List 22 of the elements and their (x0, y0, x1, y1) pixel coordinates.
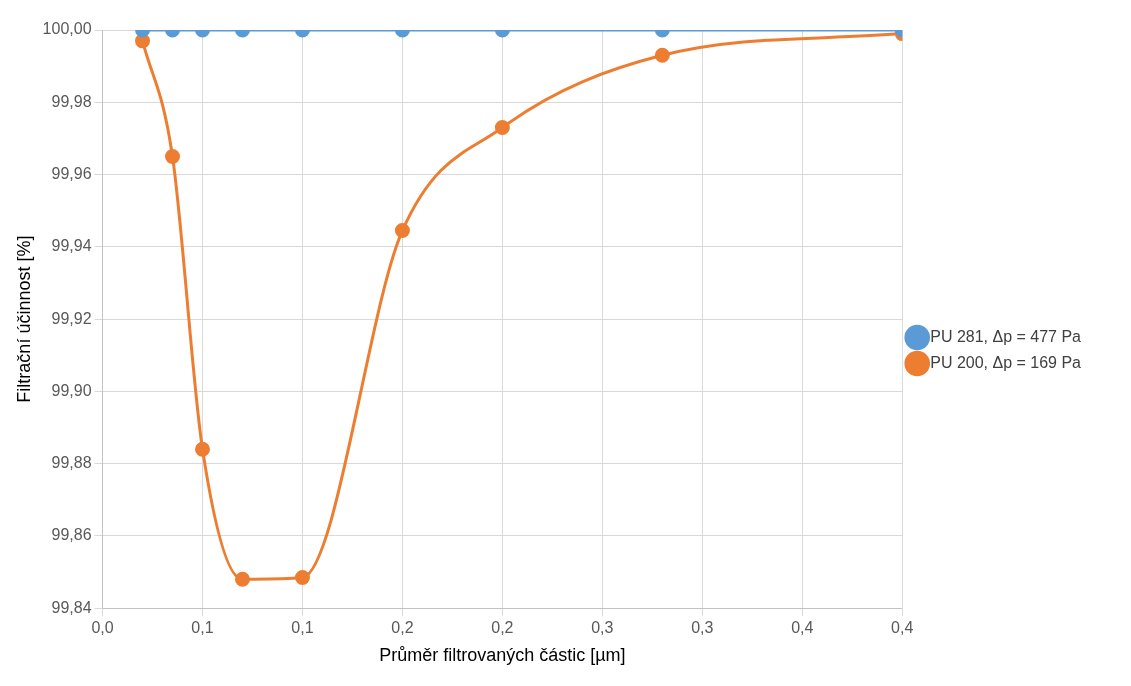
legend-label: PU 281, Δp = 477 Pa (930, 327, 1082, 345)
x-tick-label: 0,0 (91, 619, 114, 637)
y-tick-label: 99,84 (51, 598, 92, 616)
x-tick-label: 0,3 (591, 619, 614, 637)
y-tick-label: 99,96 (51, 164, 92, 182)
x-tick-label: 0,2 (491, 619, 514, 637)
x-axis-title: Průměr filtrovaných částic [µm] (379, 645, 626, 666)
x-tick-label: 0,4 (791, 619, 814, 637)
y-axis-title: Filtrační účinnost [%] (13, 235, 34, 403)
legend-label: PU 200, Δp = 169 Pa (930, 353, 1082, 371)
x-tick-label: 0,2 (391, 619, 414, 637)
x-tick-label: 0,3 (691, 619, 714, 637)
x-tick-label: 0,4 (891, 619, 914, 637)
y-tick-label: 99,94 (51, 237, 92, 255)
y-tick-label: 99,90 (51, 381, 92, 399)
y-tick-label: 99,86 (51, 526, 92, 544)
x-tick-label: 0,1 (191, 619, 214, 637)
x-tick-label: 0,1 (291, 619, 314, 637)
y-tick-label: 99,88 (51, 454, 92, 472)
y-tick-label: 99,98 (51, 92, 92, 110)
y-tick-label: 99,92 (51, 309, 92, 327)
y-tick-label: 100,00 (42, 20, 92, 38)
